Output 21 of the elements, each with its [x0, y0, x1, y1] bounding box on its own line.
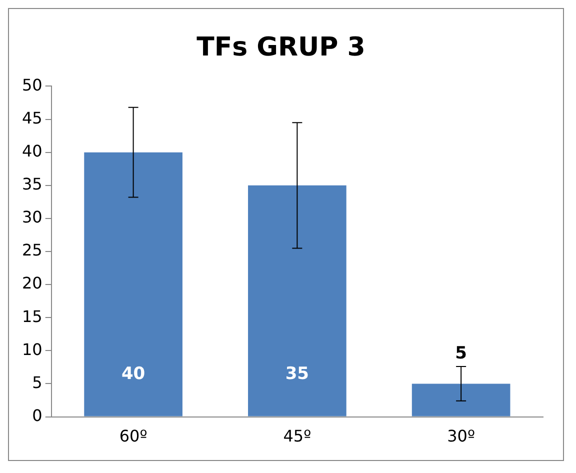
- y-tick-label: 50: [22, 75, 42, 94]
- bar: [412, 384, 510, 416]
- y-tick-label: 25: [22, 240, 42, 260]
- y-tick-label: 15: [22, 306, 42, 326]
- y-tick-label: 5: [32, 372, 42, 392]
- y-tick-label: 40: [22, 141, 42, 160]
- y-tick-label: 35: [22, 174, 42, 194]
- x-tick-label: 60º: [119, 426, 148, 446]
- y-tick-label: 20: [22, 274, 42, 293]
- bar: [84, 152, 182, 416]
- data-label: 5: [455, 343, 467, 364]
- data-label: 35: [285, 364, 310, 384]
- chart-title: TFs GRUP 3: [196, 32, 366, 62]
- y-tick-label: 10: [22, 340, 42, 359]
- x-tick-label: 45º: [283, 426, 312, 446]
- y-tick-label: 45: [22, 108, 42, 128]
- bar: [248, 185, 346, 416]
- y-tick-label: 30: [22, 208, 42, 227]
- data-label: 40: [121, 364, 146, 384]
- y-tick-label: 0: [32, 406, 42, 425]
- x-tick-label: 30º: [447, 426, 476, 446]
